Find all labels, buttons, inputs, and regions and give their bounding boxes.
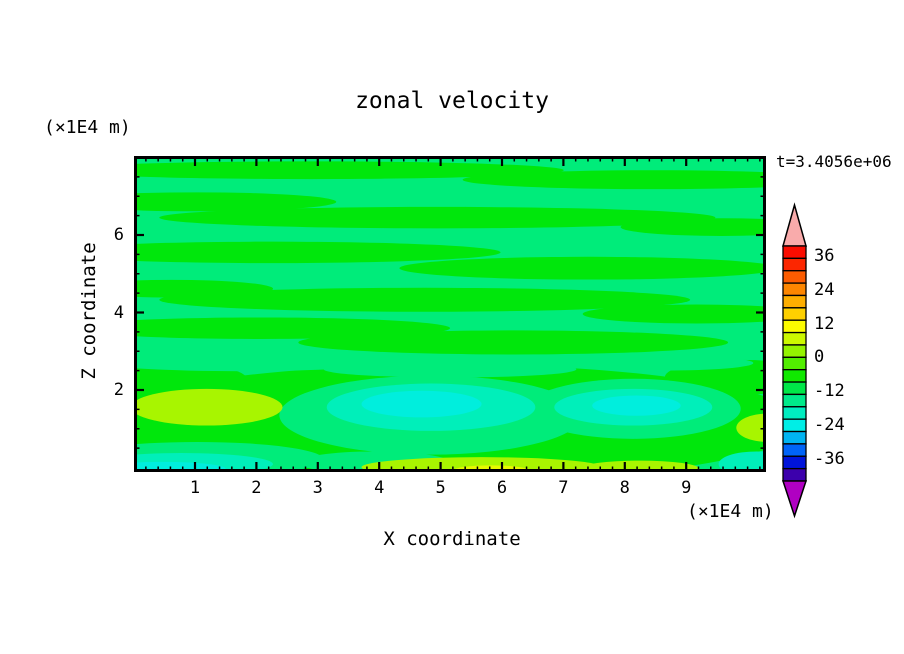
colorbar-box — [782, 307, 807, 321]
colorbar-box — [782, 319, 807, 334]
y-tick-label: 4 — [113, 302, 124, 323]
colorbar-box — [782, 356, 807, 371]
contour-region-green — [134, 241, 501, 264]
plot-title: zonal velocity — [355, 88, 549, 114]
time-annotation: t=3.4056e+06 — [776, 152, 892, 171]
contour-region-spring — [576, 355, 754, 371]
contour-region-chartreuse — [361, 457, 602, 472]
contour-region-green — [620, 218, 766, 236]
y-tick-label: 6 — [113, 225, 124, 245]
colorbar-box — [782, 381, 807, 396]
x-tick-label: 4 — [374, 478, 385, 498]
colorbar-label: 0 — [814, 347, 825, 368]
colorbar-label: -12 — [814, 381, 845, 402]
contour-region-chartreuse — [736, 413, 766, 442]
contour-region-green — [399, 256, 766, 280]
contour-region-green — [159, 287, 691, 312]
x-tick-label: 3 — [312, 478, 323, 498]
contour-region-spring — [134, 354, 381, 372]
x-axis-title: X coordinate — [383, 528, 521, 550]
contour-region-green — [159, 206, 716, 229]
colorbar — [781, 202, 808, 519]
colorbar-box — [782, 294, 807, 309]
y-tick-label: 2 — [113, 380, 124, 400]
colorbar-label: 24 — [814, 279, 835, 300]
contour-region-green — [582, 304, 766, 324]
colorbar-box — [782, 467, 807, 482]
colorbar-box — [782, 270, 807, 284]
x-tick-label: 7 — [558, 478, 569, 498]
colorbar-box — [782, 369, 807, 383]
x-tick-label: 2 — [251, 478, 262, 498]
contour-region-turquoise — [361, 390, 482, 418]
colorbar-bottom-arrow — [781, 480, 808, 519]
colorbar-box — [782, 393, 807, 408]
contour-region-green — [298, 330, 729, 355]
colorbar-box — [782, 418, 807, 433]
x-tick-label: 5 — [435, 478, 446, 498]
plot-frame — [134, 156, 766, 472]
x-axis-unit-label: (×1E4 m) — [687, 501, 774, 522]
contour-region-spring — [323, 361, 577, 378]
x-tick-label: 9 — [681, 478, 692, 498]
y-axis-unit-label: (×1E4 m) — [44, 117, 131, 138]
colorbar-box — [782, 257, 807, 272]
colorbar-box — [782, 282, 807, 297]
contour-region-aqua — [718, 451, 766, 472]
contour-region-chartreuse — [134, 388, 283, 426]
colorbar-box — [782, 406, 807, 420]
contour-region-turquoise — [592, 395, 681, 416]
colorbar-box — [782, 245, 807, 260]
contour-region-green — [134, 192, 337, 212]
colorbar-box — [782, 331, 807, 346]
colorbar-label: 36 — [814, 246, 835, 266]
colorbar-label: -36 — [814, 448, 845, 469]
colorbar-box — [782, 344, 807, 358]
colorbar-label: 12 — [814, 313, 835, 334]
x-tick-label: 1 — [189, 478, 201, 498]
x-tick-label: 6 — [496, 478, 508, 498]
colorbar-box — [782, 443, 807, 457]
colorbar-top-arrow — [782, 202, 807, 247]
colorbar-label: -24 — [814, 415, 845, 436]
x-tick-label: 8 — [619, 478, 630, 498]
contour-region-green — [134, 161, 564, 180]
contour-region-green — [462, 170, 766, 190]
contour-plot — [134, 156, 766, 472]
colorbar-box — [782, 430, 807, 445]
colorbar-box — [782, 455, 807, 470]
